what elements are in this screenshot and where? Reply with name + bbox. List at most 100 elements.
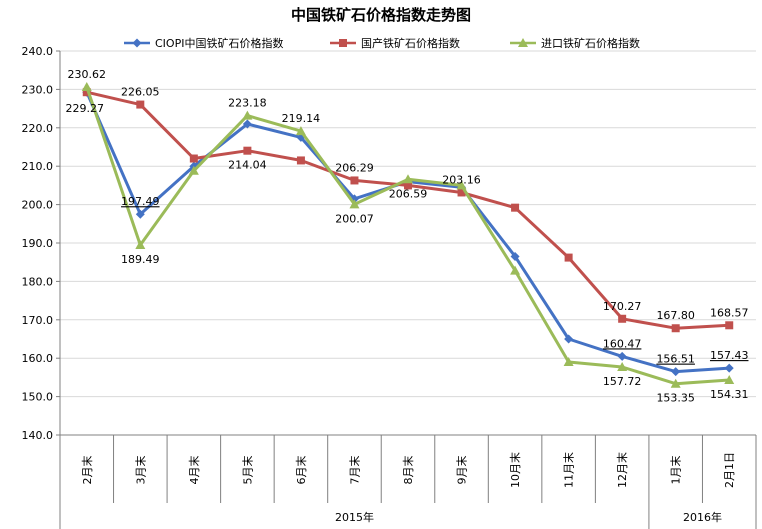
data-point — [295, 126, 306, 136]
year-group-label: 2016年 — [683, 510, 722, 524]
data-point — [135, 239, 146, 249]
data-point — [189, 154, 198, 163]
y-tick-label: 210.0 — [22, 160, 54, 173]
data-labels: 230.62 229.27 226.05 197.49 189.49 223.18 214.… — [66, 68, 749, 405]
data-point — [724, 363, 734, 373]
y-tick-label: 230.0 — [22, 83, 54, 96]
data-label: 230.62 — [68, 68, 107, 81]
data-label: 168.57 — [710, 306, 749, 319]
data-point — [296, 156, 305, 165]
data-point — [242, 119, 252, 129]
x-tick-label: 12月末 — [615, 452, 629, 488]
data-point — [724, 375, 735, 385]
data-label: 214.04 — [228, 159, 267, 172]
data-label: 167.80 — [656, 309, 695, 322]
legend-item: 进口铁矿石价格指数 — [510, 36, 640, 50]
y-tick-label: 170.0 — [22, 314, 54, 327]
data-point — [671, 324, 680, 333]
legend-label: 进口铁矿石价格指数 — [541, 36, 640, 50]
data-label: 153.35 — [656, 392, 695, 405]
series-group — [81, 82, 735, 388]
year-group-label: 2015年 — [335, 510, 374, 524]
y-tick-label: 180.0 — [22, 275, 54, 288]
data-point — [564, 334, 574, 344]
data-label: 206.59 — [389, 187, 428, 200]
y-tick-label: 200.0 — [22, 199, 54, 212]
data-label: 154.31 — [710, 388, 749, 401]
y-tick-label: 220.0 — [22, 122, 54, 135]
data-label: 156.51 — [656, 353, 695, 366]
legend-label: CIOPI中国铁矿石价格指数 — [155, 36, 283, 50]
x-tick-label: 2月1日 — [723, 452, 736, 488]
data-point — [457, 188, 466, 197]
series-1 — [82, 88, 734, 333]
data-point — [135, 209, 145, 219]
data-point — [617, 351, 627, 361]
data-point — [403, 174, 413, 184]
x-axis: 2月末 3月末 4月末 5月末 6月末 7月末 8月末 9月末 10月末 11月末 12月末 1月末 2… — [59, 434, 757, 529]
legend-item: 国产铁矿石价格指数 — [330, 36, 460, 50]
data-label: 223.18 — [228, 97, 267, 110]
data-point — [188, 165, 199, 175]
data-point — [349, 199, 360, 209]
data-point — [243, 146, 252, 155]
data-label: 226.05 — [121, 86, 160, 99]
data-point — [350, 176, 359, 185]
data-point — [563, 357, 574, 367]
data-point — [404, 181, 412, 190]
y-axis: 140.0 150.0 160.0 170.0 180.0 190.0 200.0 210.0… — [22, 45, 61, 529]
series-line — [85, 91, 730, 374]
data-point — [725, 321, 734, 330]
x-tick-label: 10月末 — [508, 452, 522, 488]
series-2 — [81, 82, 735, 388]
data-point — [242, 110, 253, 120]
x-tick-label: 9月末 — [455, 456, 469, 485]
data-point — [510, 265, 521, 275]
data-label: 170.27 — [603, 300, 642, 313]
data-label: 197.49 — [121, 195, 160, 208]
data-label: 160.47 — [603, 337, 642, 350]
y-tick-label: 140.0 — [22, 429, 54, 442]
y-tick-label: 160.0 — [22, 352, 54, 365]
legend-marker — [518, 38, 528, 47]
x-tick-label: 1月末 — [669, 456, 683, 485]
y-tick-label: 190.0 — [22, 237, 54, 250]
legend-marker — [132, 38, 142, 48]
data-point — [564, 253, 573, 262]
x-tick-label: 7月末 — [347, 456, 361, 485]
data-label: 200.07 — [335, 212, 374, 225]
legend-marker — [339, 39, 347, 47]
y-tick-label: 150.0 — [22, 391, 54, 404]
data-point — [81, 82, 92, 92]
data-label: 219.14 — [282, 112, 321, 125]
data-label: 157.72 — [603, 375, 642, 388]
data-label: 229.27 — [66, 102, 105, 115]
data-point — [671, 367, 681, 377]
legend-item: CIOPI中国铁矿石价格指数 — [124, 36, 283, 50]
data-label: 203.16 — [442, 173, 481, 186]
x-tick-label: 2月末 — [80, 456, 94, 485]
gridlines — [60, 50, 756, 398]
x-tick-label: 11月末 — [562, 452, 576, 488]
chart-title: 中国铁矿石价格指数走势图 — [291, 6, 471, 24]
series-0 — [82, 87, 734, 377]
data-point — [510, 251, 520, 261]
data-point — [82, 88, 91, 97]
data-label: 206.29 — [335, 161, 374, 174]
data-point — [618, 314, 627, 323]
data-point — [617, 361, 628, 371]
x-tick-label: 4月末 — [187, 456, 201, 485]
data-label: 157.43 — [710, 349, 749, 362]
y-tick-label: 240.0 — [22, 45, 54, 58]
data-point — [511, 203, 520, 212]
x-tick-label: 6月末 — [294, 456, 308, 485]
x-tick-label: 5月末 — [240, 456, 254, 485]
x-tick-label: 8月末 — [401, 456, 415, 485]
data-label: 189.49 — [121, 253, 160, 266]
data-point — [456, 180, 467, 190]
legend: CIOPI中国铁矿石价格指数 国产铁矿石价格指数 进口铁矿石价格指数 — [124, 36, 640, 50]
legend-label: 国产铁矿石价格指数 — [361, 36, 460, 50]
data-point — [670, 378, 681, 388]
x-tick-label: 3月末 — [133, 456, 147, 485]
